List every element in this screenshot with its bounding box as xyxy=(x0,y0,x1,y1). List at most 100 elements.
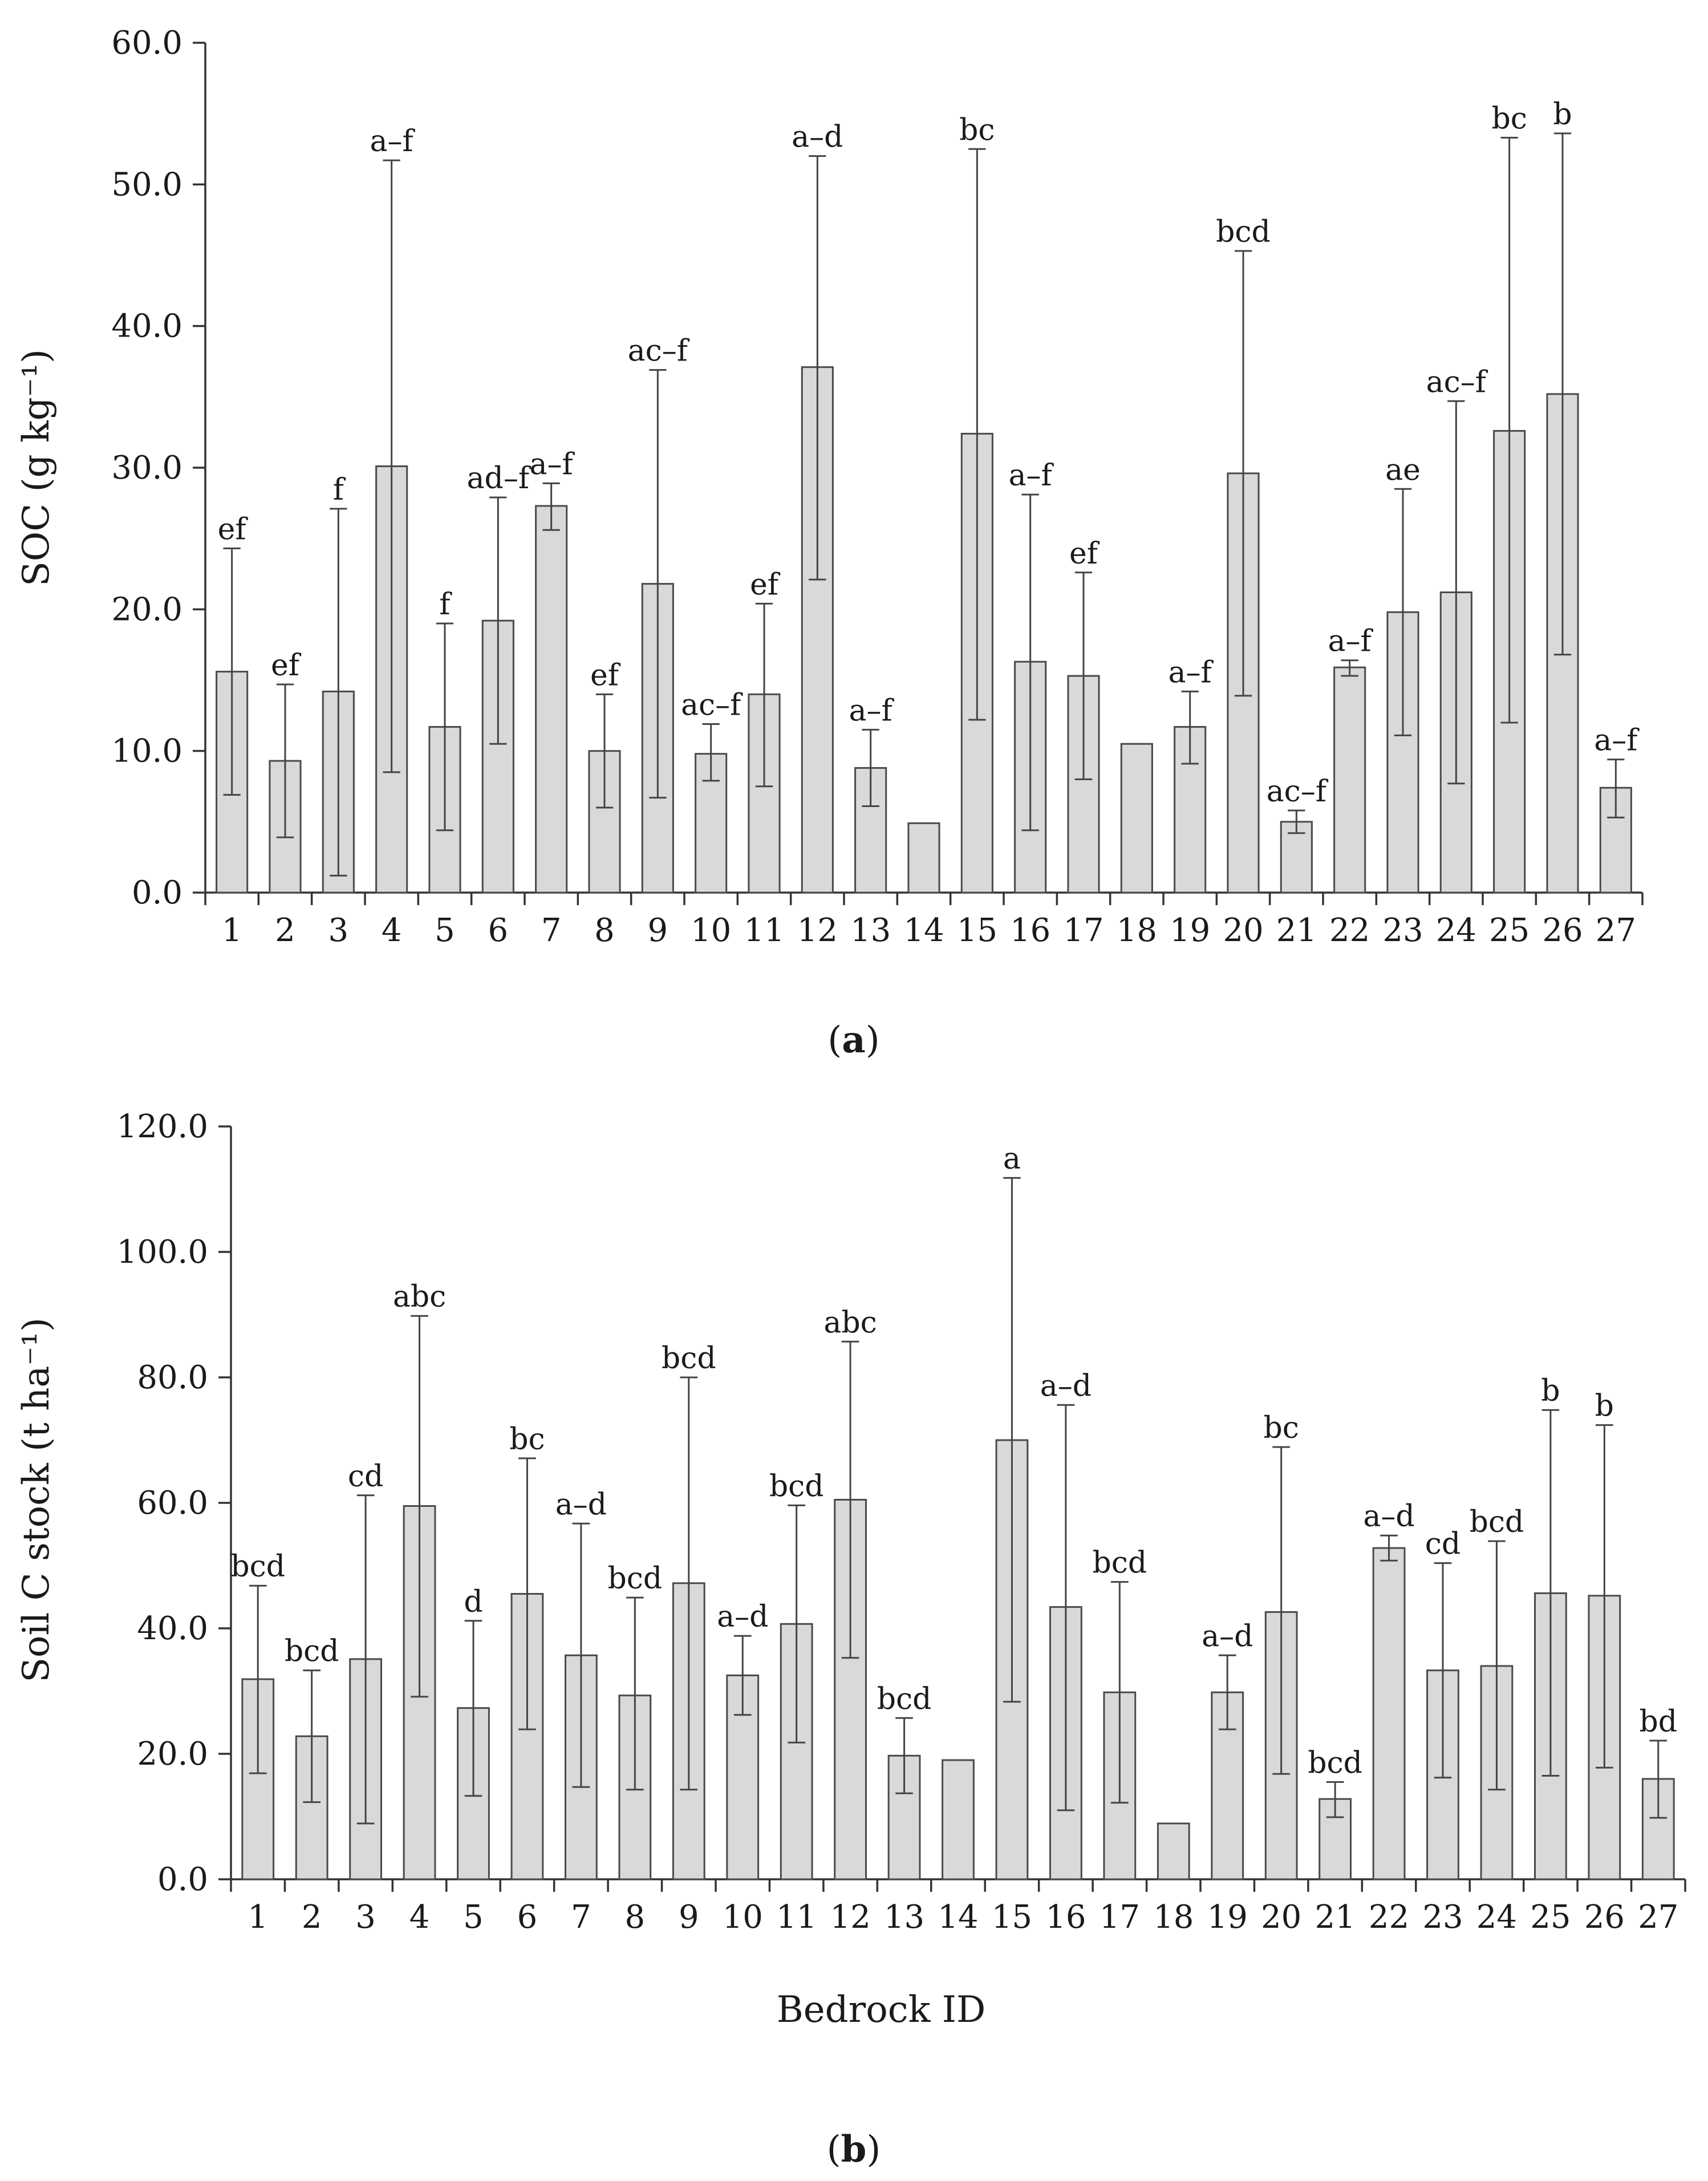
group-letter-a-25: bc xyxy=(1491,102,1527,136)
x-tick-label-b-11: 11 xyxy=(776,1899,817,1936)
x-tick-label-a-8: 8 xyxy=(594,912,615,949)
x-tick-label-a-17: 17 xyxy=(1063,912,1103,949)
y-tick-label-a: 60.0 xyxy=(111,25,182,62)
group-letter-b-3: cd xyxy=(348,1460,383,1494)
y-tick-label-a: 30.0 xyxy=(111,449,182,487)
y-tick-label-a: 10.0 xyxy=(111,733,182,770)
group-letter-b-10: a–d xyxy=(717,1600,768,1634)
group-letter-a-6: ad–f xyxy=(467,461,532,496)
y-tick-label-a: 40.0 xyxy=(111,308,182,345)
group-letter-a-17: ef xyxy=(1069,537,1100,571)
x-tick-label-b-2: 2 xyxy=(302,1899,322,1936)
x-tick-label-b-25: 25 xyxy=(1530,1899,1571,1936)
x-tick-label-a-20: 20 xyxy=(1223,912,1263,949)
group-letter-b-5: d xyxy=(464,1585,482,1619)
x-tick-label-a-22: 22 xyxy=(1329,912,1370,949)
group-letter-b-27: bd xyxy=(1639,1705,1677,1739)
y-tick-label-b: 60.0 xyxy=(137,1485,208,1522)
y-axis-title-b: Soil C stock (t ha⁻¹) xyxy=(15,1317,58,1683)
x-tick-label-b-3: 3 xyxy=(355,1899,376,1936)
group-letter-b-23: cd xyxy=(1425,1527,1460,1562)
x-tick-label-b-18: 18 xyxy=(1153,1899,1194,1936)
group-letter-a-10: ac–f xyxy=(681,688,743,722)
group-letter-a-3: f xyxy=(333,473,346,507)
group-letter-b-9: bcd xyxy=(662,1341,716,1376)
x-tick-label-b-9: 9 xyxy=(679,1899,699,1936)
y-tick-label-b: 100.0 xyxy=(117,1234,208,1271)
group-letter-b-19: a–d xyxy=(1202,1619,1253,1653)
group-letter-a-13: a–f xyxy=(849,694,895,728)
x-tick-label-b-21: 21 xyxy=(1315,1899,1355,1936)
y-tick-label-b: 40.0 xyxy=(137,1610,208,1647)
x-axis-b: 1 2 3 4 5 6 7 8 9 10 11 12 13 14 15 16 17 18 19 20 21 22 23 24 2… xyxy=(248,1899,1678,1936)
group-letter-b-12: abc xyxy=(823,1306,877,1340)
group-letter-b-21: bcd xyxy=(1308,1746,1362,1781)
bar-a-22 xyxy=(1333,666,1366,894)
x-tick-label-a-6: 6 xyxy=(488,912,509,949)
x-tick-label-b-15: 15 xyxy=(992,1899,1032,1936)
panel-label-a: (a) xyxy=(827,1019,879,1061)
x-tick-label-a-15: 15 xyxy=(957,912,997,949)
y-tick-label-a: 50.0 xyxy=(111,166,182,203)
group-letter-a-9: ac–f xyxy=(628,334,690,368)
x-tick-label-b-5: 5 xyxy=(463,1899,484,1936)
group-letter-b-6: bc xyxy=(509,1422,545,1457)
bar-a-14 xyxy=(907,822,940,894)
x-tick-label-a-18: 18 xyxy=(1117,912,1157,949)
bar-b-18 xyxy=(1157,1822,1190,1880)
chart-panel-a: SOC (g kg⁻¹) 0.0 10.0 20.0 30.0 40.0 50.0 60.0… xyxy=(15,25,1644,1061)
group-letter-b-13: bcd xyxy=(877,1682,932,1716)
x-tick-label-b-16: 16 xyxy=(1045,1899,1086,1936)
group-letter-b-22: a–d xyxy=(1363,1499,1414,1534)
group-letter-b-2: bcd xyxy=(285,1635,339,1669)
x-tick-label-a-23: 23 xyxy=(1382,912,1423,949)
group-letter-b-4: abc xyxy=(393,1280,446,1314)
bar-b-22 xyxy=(1372,1547,1406,1880)
x-tick-label-a-14: 14 xyxy=(903,912,944,949)
x-tick-label-a-12: 12 xyxy=(797,912,838,949)
x-tick-label-a-9: 9 xyxy=(648,912,668,949)
x-tick-label-b-20: 20 xyxy=(1261,1899,1301,1936)
y-axis-title-a: SOC (g kg⁻¹) xyxy=(15,349,58,586)
x-tick-label-a-26: 26 xyxy=(1542,912,1583,949)
panel-label-b: (b) xyxy=(827,2128,881,2171)
x-tick-label-b-13: 13 xyxy=(884,1899,924,1936)
group-letter-a-20: bcd xyxy=(1216,215,1271,249)
x-tick-label-a-19: 19 xyxy=(1170,912,1210,949)
x-tick-label-b-7: 7 xyxy=(571,1899,591,1936)
group-letter-a-21: ac–f xyxy=(1267,775,1329,809)
bar-a-13 xyxy=(854,767,887,894)
x-tick-label-a-7: 7 xyxy=(541,912,562,949)
x-tick-label-b-14: 14 xyxy=(938,1899,978,1936)
group-letter-a-22: a–f xyxy=(1328,625,1374,659)
group-letter-a-5: f xyxy=(439,587,452,622)
y-tick-label-b: 0.0 xyxy=(157,1861,208,1898)
bar-a-7 xyxy=(535,505,568,894)
bars-b: bcdbcdcdabcdbca–dbcdbcda–dbcdabcbcdaa–db… xyxy=(230,1142,1677,1880)
group-letter-b-24: bcd xyxy=(1470,1505,1524,1539)
bar-a-18 xyxy=(1120,743,1153,894)
x-tick-label-a-11: 11 xyxy=(744,912,784,949)
group-letter-a-15: bc xyxy=(959,113,995,147)
x-tick-label-a-10: 10 xyxy=(691,912,731,949)
x-tick-label-b-8: 8 xyxy=(625,1899,646,1936)
group-letter-b-11: bcd xyxy=(769,1469,824,1503)
x-tick-label-b-6: 6 xyxy=(517,1899,538,1936)
group-letter-a-11: ef xyxy=(750,567,781,602)
x-tick-label-a-27: 27 xyxy=(1596,912,1636,949)
y-tick-label-a: 0.0 xyxy=(132,874,182,911)
x-tick-label-a-3: 3 xyxy=(328,912,349,949)
group-letter-b-15: a xyxy=(1003,1142,1021,1176)
x-tick-label-a-16: 16 xyxy=(1010,912,1050,949)
bar-b-21 xyxy=(1318,1798,1352,1880)
x-tick-label-b-12: 12 xyxy=(830,1899,870,1936)
x-tick-label-a-13: 13 xyxy=(850,912,891,949)
group-letter-a-12: a–d xyxy=(792,120,843,155)
group-letter-a-1: ef xyxy=(218,513,249,547)
group-letter-b-25: b xyxy=(1541,1374,1560,1408)
group-letter-a-7: a–f xyxy=(530,447,575,481)
x-tick-label-b-23: 23 xyxy=(1422,1899,1463,1936)
x-tick-label-a-5: 5 xyxy=(435,912,455,949)
x-tick-label-a-2: 2 xyxy=(275,912,295,949)
